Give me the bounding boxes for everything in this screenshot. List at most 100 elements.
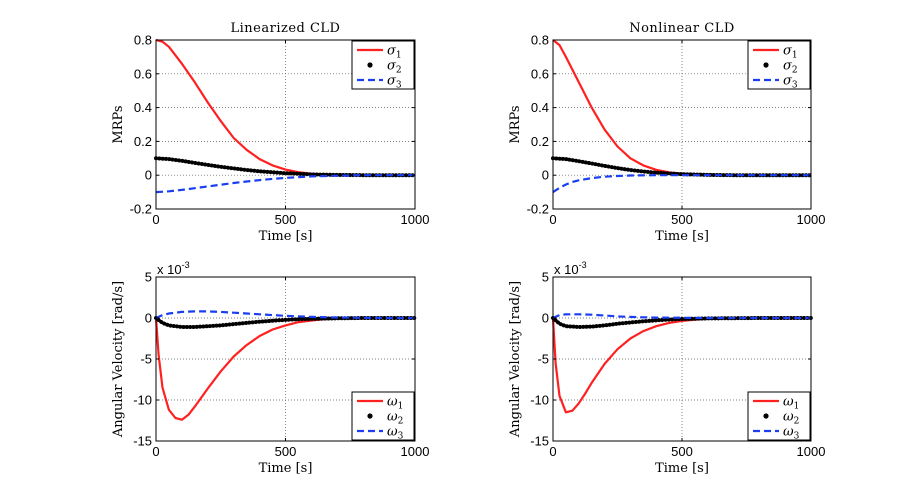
y-tick-label: 0.2: [134, 134, 152, 149]
legend-label-1: σ1: [783, 44, 798, 61]
x-tick-label: 1000: [401, 444, 430, 459]
x-tick-label: 500: [671, 212, 693, 227]
y-tick-label: 0: [542, 311, 549, 326]
legend-marker-2: [763, 62, 769, 68]
y-tick-label: -10: [133, 393, 152, 408]
x-axis-label: Time [s]: [259, 461, 313, 476]
legend-symbol: ω: [387, 410, 398, 425]
legend-symbol: σ: [783, 44, 793, 59]
legend-symbol: σ: [783, 74, 793, 89]
x-tick-label: 500: [671, 444, 693, 459]
legend-subscript: 1: [398, 402, 404, 412]
x-axis-label: Time [s]: [655, 229, 709, 244]
legend-marker-2: [367, 62, 373, 68]
x-tick-label: 500: [275, 444, 297, 459]
legend-symbol: σ: [783, 59, 793, 74]
legend-box: [351, 391, 415, 441]
legend-label-3: ω3: [387, 425, 404, 442]
x-tick-label: 1000: [797, 444, 826, 459]
legend-label-2: ω2: [387, 410, 403, 427]
y-tick-label: 5: [145, 270, 152, 285]
y-axis-label: Angular Velocity [rad/s]: [111, 281, 126, 438]
y-tick-label: 0.6: [531, 66, 549, 81]
legend-label-3: ω3: [783, 425, 800, 442]
legend-label-1: ω1: [387, 395, 403, 412]
legend-label-3: σ3: [783, 74, 798, 91]
legend-subscript: 3: [792, 81, 798, 91]
legend-subscript: 3: [396, 81, 402, 91]
x-axis-label: Time [s]: [655, 461, 709, 476]
y-tick-label: -5: [537, 352, 549, 367]
y-tick-label: 0: [542, 168, 549, 183]
y-tick-label: 0: [145, 168, 152, 183]
legend-subscript: 2: [396, 66, 402, 76]
series-line-3: [155, 310, 415, 320]
legend-symbol: ω: [387, 395, 398, 410]
legend-symbol: ω: [783, 395, 794, 410]
legend-subscript: 2: [398, 417, 404, 427]
y-tick-label: 5: [542, 270, 549, 285]
exponent-power: -3: [579, 260, 587, 270]
y-tick-label: 0.8: [134, 33, 152, 48]
legend-label-2: ω2: [783, 410, 799, 427]
y-tick-label: -0.2: [130, 202, 152, 217]
legend-subscript: 3: [398, 432, 404, 442]
legend-subscript: 1: [792, 51, 798, 61]
legend-symbol: σ: [387, 59, 397, 74]
axis-exponent-label: x 10-3: [157, 260, 190, 277]
series-line-3: [155, 174, 415, 194]
legend-subscript: 2: [792, 66, 798, 76]
chart-panel-4: 0 500 1000 -15 -10 -5 0 5 x 10-3 Time [s] Angular …: [508, 260, 825, 476]
x-tick-label: 0: [152, 212, 159, 227]
x-axis-label: Time [s]: [259, 229, 313, 244]
legend-marker-2: [367, 413, 373, 419]
x-tick-label: 500: [275, 212, 297, 227]
legend-symbol: ω: [783, 410, 794, 425]
legend-symbol: σ: [387, 74, 397, 89]
y-tick-label: -15: [530, 434, 549, 449]
y-tick-label: 0: [145, 311, 152, 326]
chart-title: Nonlinear CLD: [629, 21, 735, 36]
exponent-power: -3: [182, 260, 190, 270]
y-tick-label: 0.4: [134, 100, 152, 115]
y-axis-label: Angular Velocity [rad/s]: [508, 281, 523, 438]
legend-box: [351, 40, 415, 90]
y-axis-label: MRPs: [508, 105, 523, 143]
exponent-base: x 10: [157, 262, 182, 277]
legend-symbol: ω: [387, 425, 398, 440]
legend-label-2: σ2: [783, 59, 798, 76]
legend-symbol: ω: [783, 425, 794, 440]
exponent-base: x 10: [554, 262, 579, 277]
y-tick-label: 0.6: [134, 66, 152, 81]
y-axis-label: MRPs: [111, 105, 126, 143]
y-tick-label: 0.8: [531, 33, 549, 48]
x-tick-label: 1000: [797, 212, 826, 227]
y-tick-label: 0.2: [531, 134, 549, 149]
legend-label-1: ω1: [783, 395, 799, 412]
legend-label-3: σ3: [387, 74, 402, 91]
legend-subscript: 3: [794, 432, 800, 442]
x-tick-label: 1000: [401, 212, 430, 227]
legend-box: [747, 40, 811, 90]
chart-panel-3: 0 500 1000 -15 -10 -5 0 5 x 10-3 Time [s] Angular …: [111, 260, 429, 476]
legend-label-2: σ2: [387, 59, 402, 76]
legend-subscript: 2: [794, 417, 800, 427]
legend-label-1: σ1: [387, 44, 402, 61]
y-tick-label: -15: [133, 434, 152, 449]
x-tick-label: 0: [549, 444, 556, 459]
y-tick-label: -0.2: [527, 202, 549, 217]
legend-subscript: 1: [794, 402, 800, 412]
x-tick-label: 0: [549, 212, 556, 227]
x-tick-label: 0: [152, 444, 159, 459]
legend-box: [747, 391, 811, 441]
y-tick-label: -10: [530, 393, 549, 408]
y-tick-label: -5: [140, 352, 152, 367]
legend-subscript: 1: [396, 51, 402, 61]
axis-exponent-label: x 10-3: [554, 260, 587, 277]
